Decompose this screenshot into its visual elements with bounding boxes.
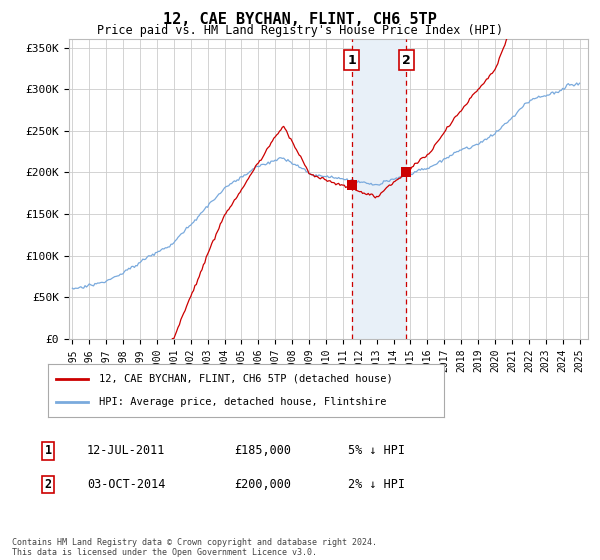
Text: 2: 2 <box>402 54 410 67</box>
Bar <box>352 39 406 339</box>
Text: £185,000: £185,000 <box>234 444 291 458</box>
Text: 5% ↓ HPI: 5% ↓ HPI <box>348 444 405 458</box>
Text: 1: 1 <box>44 444 52 458</box>
Text: 2: 2 <box>44 478 52 491</box>
Text: HPI: Average price, detached house, Flintshire: HPI: Average price, detached house, Flin… <box>100 397 387 407</box>
Text: 12, CAE BYCHAN, FLINT, CH6 5TP: 12, CAE BYCHAN, FLINT, CH6 5TP <box>163 12 437 27</box>
Text: £200,000: £200,000 <box>234 478 291 491</box>
Text: Contains HM Land Registry data © Crown copyright and database right 2024.
This d: Contains HM Land Registry data © Crown c… <box>12 538 377 557</box>
Text: Price paid vs. HM Land Registry's House Price Index (HPI): Price paid vs. HM Land Registry's House … <box>97 24 503 36</box>
Text: 2% ↓ HPI: 2% ↓ HPI <box>348 478 405 491</box>
Text: 03-OCT-2014: 03-OCT-2014 <box>87 478 166 491</box>
Text: 12-JUL-2011: 12-JUL-2011 <box>87 444 166 458</box>
Text: 12, CAE BYCHAN, FLINT, CH6 5TP (detached house): 12, CAE BYCHAN, FLINT, CH6 5TP (detached… <box>100 374 393 384</box>
Text: 1: 1 <box>347 54 356 67</box>
